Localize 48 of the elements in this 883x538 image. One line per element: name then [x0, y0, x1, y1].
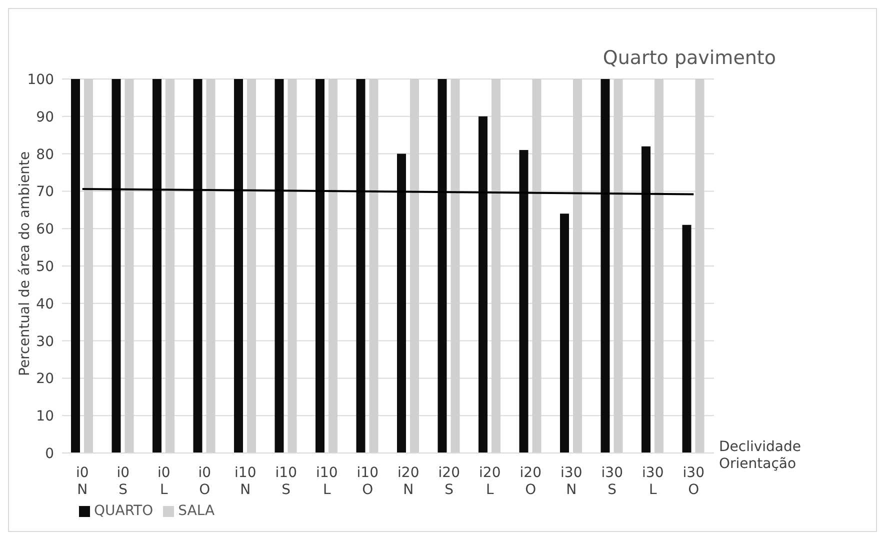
y-tick-label: 0: [45, 446, 54, 462]
bar: [478, 116, 488, 453]
y-axis-title: Percentual de área do ambiente: [16, 151, 33, 376]
x-tick-label: i0 S: [116, 465, 130, 498]
bar: [600, 79, 610, 453]
x-tick-label: i20 L: [479, 465, 501, 498]
bar: [234, 79, 243, 453]
y-tick-label: 60: [36, 222, 54, 238]
bar: [274, 79, 284, 453]
chart-title: Quarto pavimento: [602, 47, 776, 69]
y-tick-label: 70: [36, 184, 54, 200]
bar: [152, 79, 162, 453]
x-axis-title: Declividade Orientação: [719, 439, 802, 473]
bar: [193, 79, 202, 453]
y-tick-label: 50: [36, 258, 54, 275]
x-tick-label: i30 S: [601, 465, 623, 498]
x-tick-label: i0 N: [76, 465, 89, 498]
x-tick-label: i30 L: [642, 465, 664, 498]
y-tick-label: 10: [36, 408, 54, 425]
y-tick-label: 100: [27, 72, 54, 88]
bar: [682, 224, 692, 453]
bar: [438, 79, 447, 453]
x-tick-label: i10 L: [316, 465, 338, 498]
bar: [560, 214, 569, 453]
y-tick-label: 90: [36, 109, 54, 126]
bar: [397, 154, 406, 453]
x-tick-label: i20 S: [438, 465, 460, 498]
bar: [316, 79, 324, 453]
y-tick-label: 30: [36, 334, 54, 350]
bar: [642, 146, 650, 453]
y-tick-label: 20: [36, 371, 54, 388]
legend-label: SALA: [178, 503, 215, 519]
x-tick-label: i20 N: [398, 465, 420, 498]
x-tick-label: i0 O: [198, 465, 212, 498]
bar: [112, 79, 121, 453]
y-tick-label: 80: [36, 146, 54, 163]
bar: [71, 79, 80, 453]
x-tick-label: i10 N: [234, 465, 256, 498]
bar: [519, 150, 528, 453]
x-tick-label: i20 O: [520, 465, 542, 498]
x-tick-label: i0 L: [157, 465, 170, 498]
legend-label: QUARTO: [94, 503, 154, 519]
x-tick-label: i30 N: [560, 465, 582, 498]
x-tick-label: i10 O: [356, 465, 378, 498]
x-tick-label: i10 S: [275, 465, 297, 498]
y-tick-label: 40: [36, 296, 54, 312]
x-tick-label: i30 O: [682, 465, 704, 498]
bar: [356, 79, 366, 453]
